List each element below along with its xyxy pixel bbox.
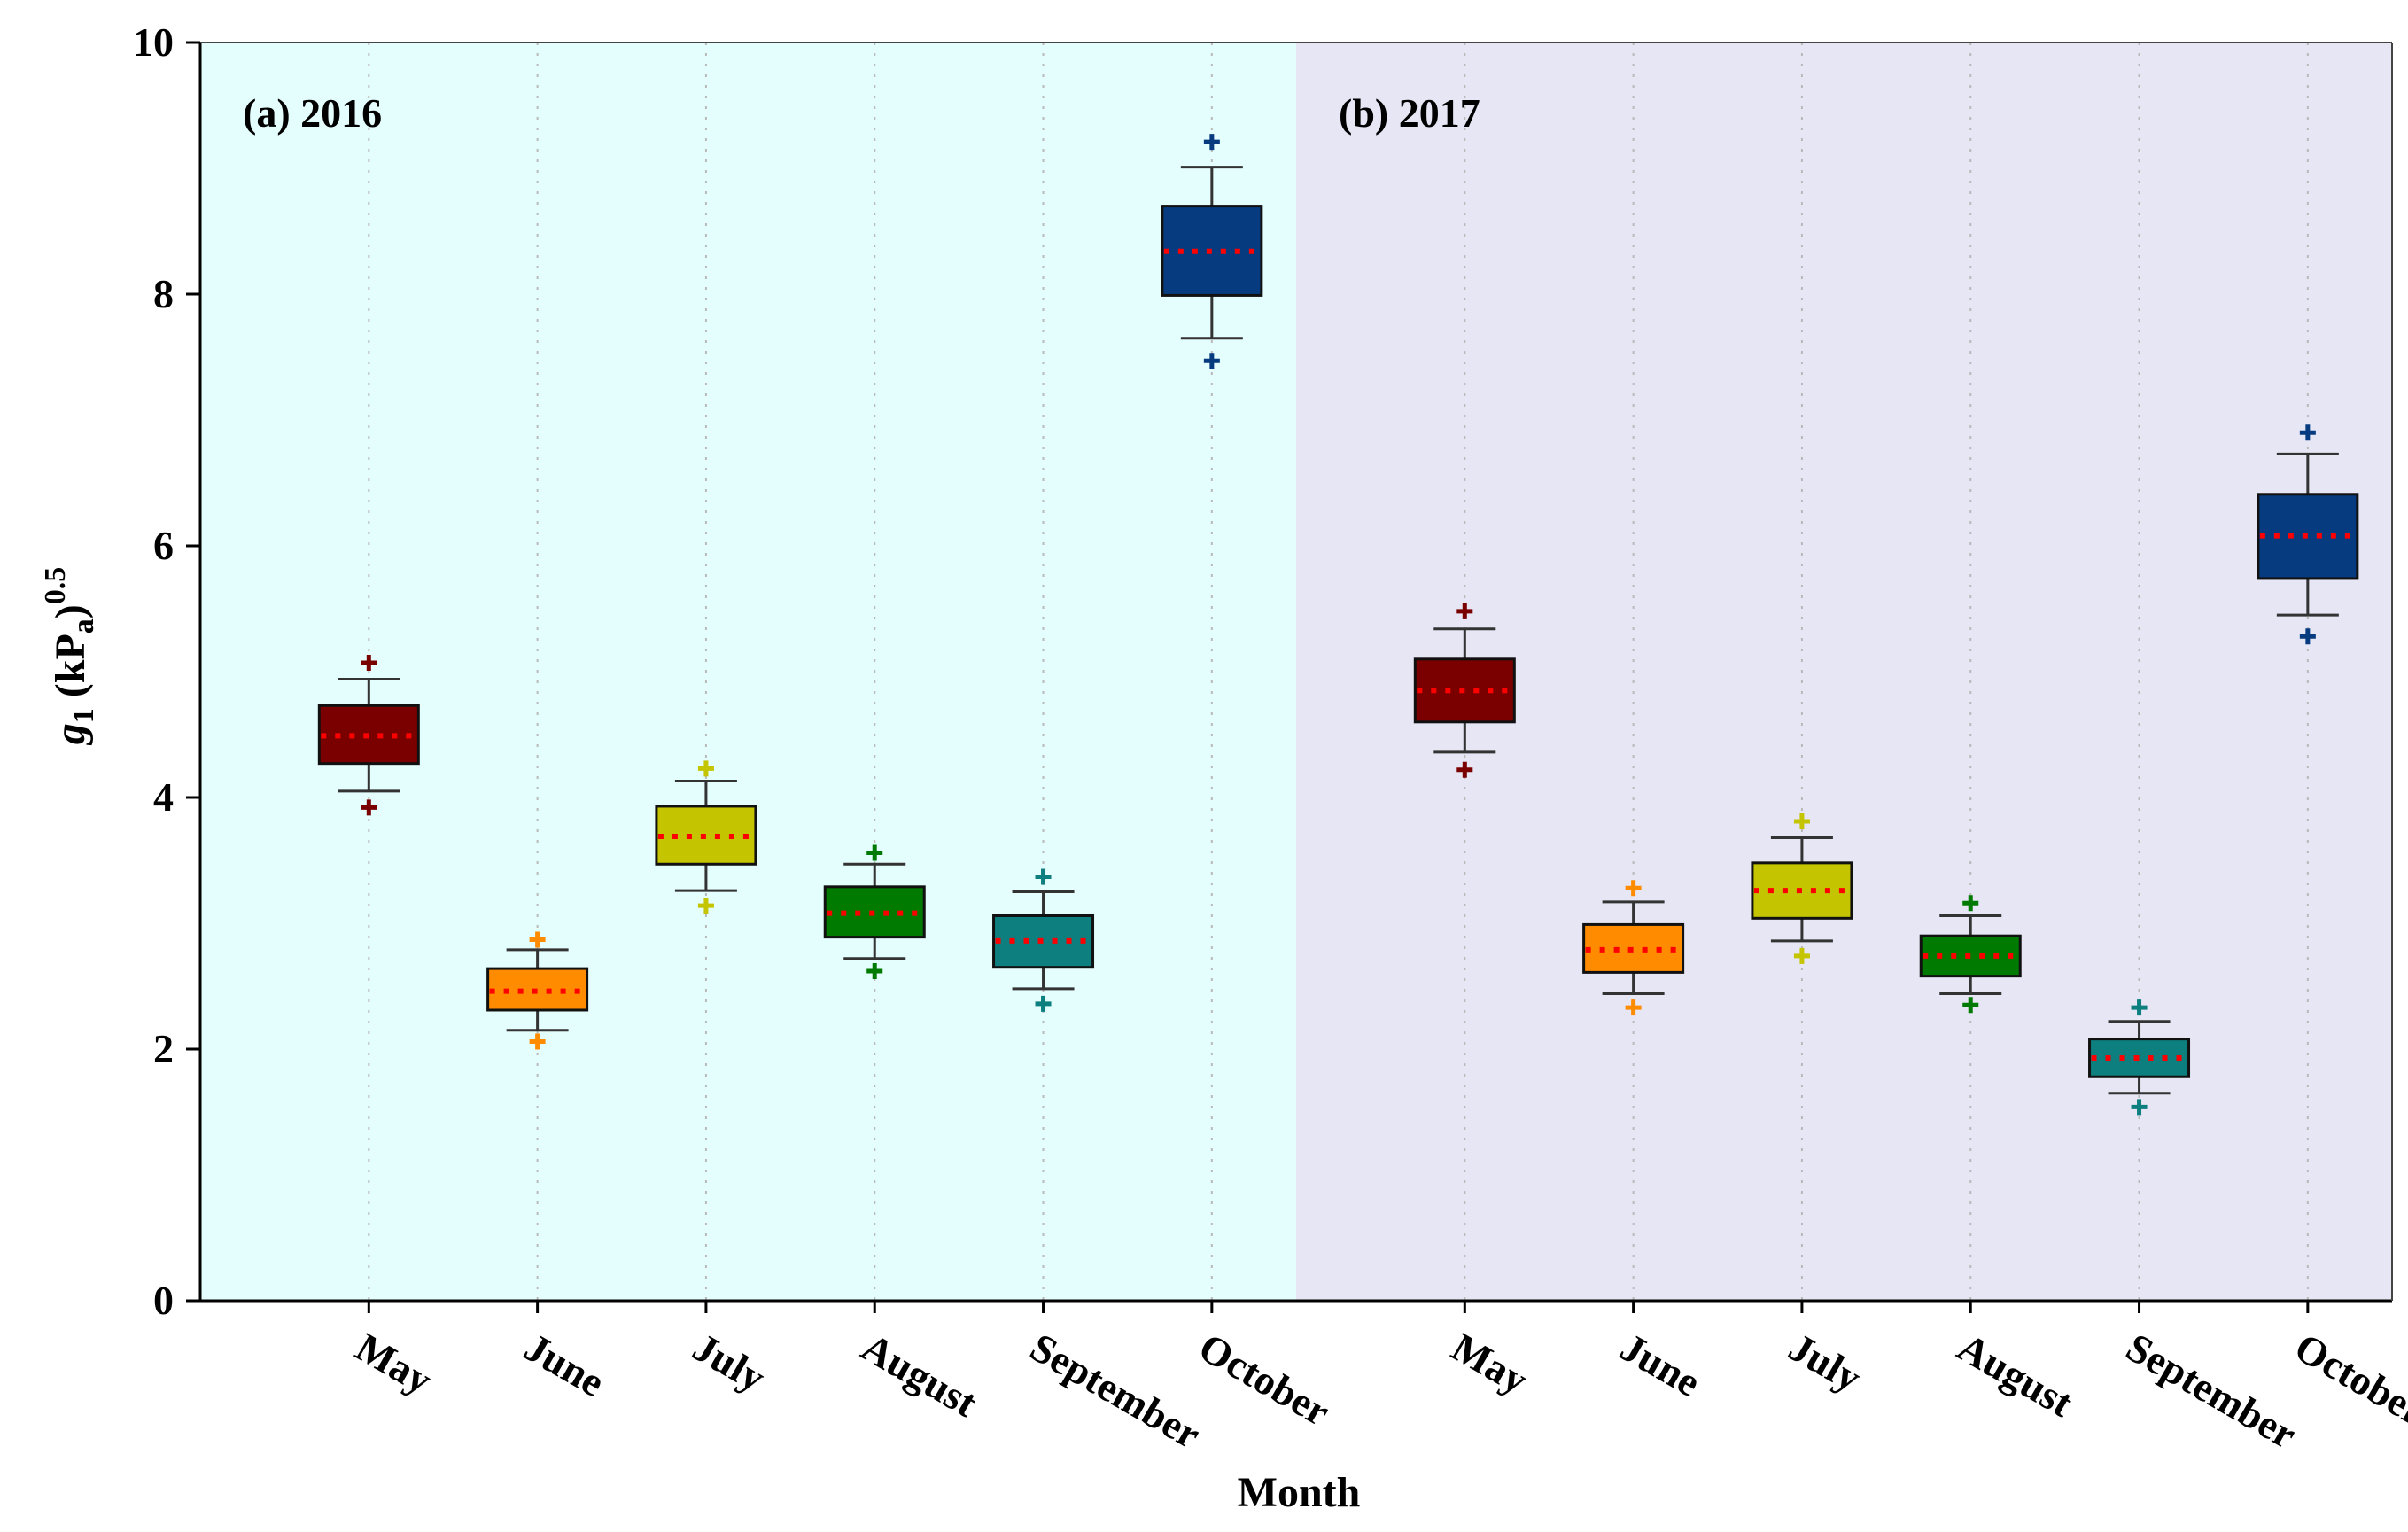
y-title-unit-open: (kP	[47, 634, 94, 708]
panel-backgrounds	[200, 43, 2392, 1301]
month-label-p2-may: May	[1444, 1324, 1535, 1403]
y-tick-label-8: 8	[153, 271, 174, 316]
panel-label-2: (b) 2017	[1339, 90, 1480, 136]
month-label-p1-august: August	[854, 1324, 985, 1426]
outlier-high-p1-october	[1203, 134, 1220, 151]
month-label-p2-october: October	[2288, 1324, 2408, 1435]
y-tick-label-2: 2	[153, 1026, 174, 1071]
axes	[186, 41, 2393, 1313]
outlier-high-p1-june	[529, 931, 546, 948]
outlier-low-p1-july	[697, 898, 714, 914]
outlier-high-p2-june	[1625, 880, 1642, 897]
month-label-p2-june: June	[1613, 1324, 1708, 1404]
month-label-p1-july: July	[686, 1324, 773, 1400]
month-label-p2-july: July	[1782, 1324, 1869, 1400]
panel-background-1	[200, 43, 1296, 1301]
y-title-base-sub: 1	[67, 708, 100, 723]
x-axis-title: Month	[1238, 1469, 1361, 1516]
panel-label-1: (a) 2016	[243, 90, 382, 136]
y-title-exponent: 0.5	[39, 567, 72, 605]
month-label-p1-may: May	[348, 1324, 439, 1403]
outlier-high-p2-july	[1793, 813, 1810, 829]
outlier-high-p1-may	[361, 655, 377, 672]
outlier-low-p1-september	[1035, 995, 1052, 1012]
outlier-high-p1-july	[697, 760, 714, 777]
outlier-low-p1-october	[1203, 353, 1220, 369]
outlier-high-p1-september	[1035, 868, 1052, 885]
outlier-low-p2-august	[1962, 997, 1979, 1014]
outlier-low-p1-august	[866, 962, 883, 979]
outlier-high-p2-may	[1456, 603, 1473, 619]
outlier-low-p2-may	[1456, 761, 1473, 778]
month-label-p1-june: June	[517, 1324, 612, 1404]
y-tick-label-6: 6	[153, 523, 174, 568]
outlier-low-p1-june	[529, 1033, 546, 1050]
month-label-p1-october: October	[1192, 1324, 1338, 1435]
outlier-high-p2-september	[2131, 999, 2148, 1016]
y-tick-label-4: 4	[153, 774, 174, 820]
month-label-p1-september: September	[1023, 1324, 1208, 1457]
outlier-low-p2-june	[1625, 999, 1642, 1016]
y-title-unit-close: )	[47, 604, 94, 618]
outlier-low-p2-october	[2299, 628, 2316, 645]
month-label-p2-september: September	[2119, 1324, 2304, 1457]
y-axis-title: g1 (kPa)0.5	[39, 567, 100, 745]
outlier-high-p2-october	[2299, 424, 2316, 441]
y-tick-label-0: 0	[153, 1278, 174, 1323]
y-title-unit-sub: a	[67, 618, 100, 634]
outlier-low-p2-july	[1793, 947, 1810, 964]
y-title-base: g	[47, 723, 94, 745]
month-label-p2-august: August	[1950, 1324, 2081, 1426]
y-tick-label-10: 10	[133, 19, 174, 65]
outlier-high-p2-august	[1962, 895, 1979, 912]
outlier-low-p2-september	[2131, 1099, 2148, 1116]
boxes	[317, 134, 2359, 1116]
outlier-high-p1-august	[866, 844, 883, 861]
outlier-low-p1-may	[361, 799, 377, 816]
